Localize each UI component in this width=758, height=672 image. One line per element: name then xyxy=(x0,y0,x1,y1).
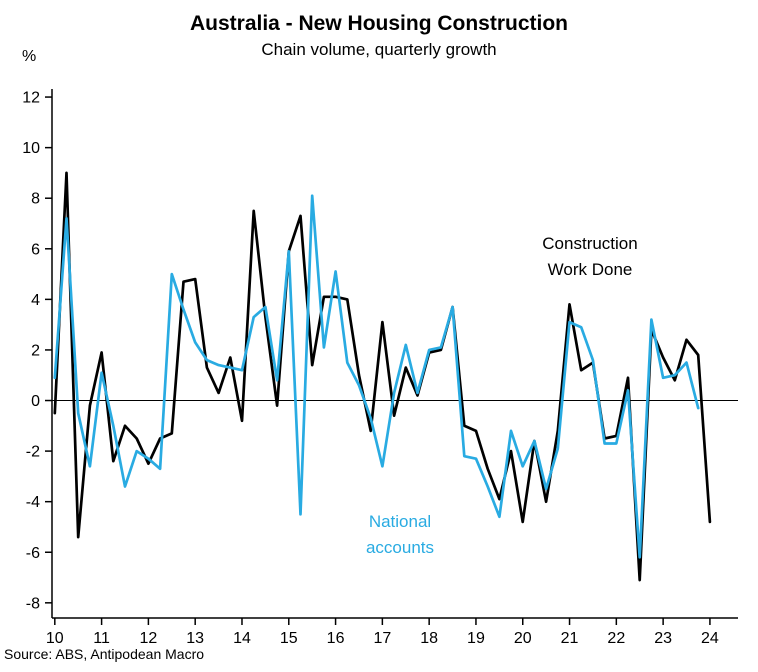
x-tick-label: 21 xyxy=(561,630,579,647)
y-tick-label: -2 xyxy=(26,444,40,461)
x-tick-label: 15 xyxy=(280,630,298,647)
x-tick-label: 16 xyxy=(327,630,345,647)
series-label-national-accounts: National accounts xyxy=(328,509,472,561)
y-tick-label: -8 xyxy=(26,595,40,612)
chart-title: Australia - New Housing Construction xyxy=(189,12,569,35)
series-label-line: accounts xyxy=(365,538,435,557)
x-tick-label: 19 xyxy=(467,630,485,647)
y-tick-label: 4 xyxy=(31,292,40,309)
chart-subtitle: Chain volume, quarterly growth xyxy=(261,40,497,59)
x-tick-label: 17 xyxy=(373,630,391,647)
series-label-line: Construction xyxy=(542,234,638,253)
x-tick-label: 12 xyxy=(139,630,157,647)
y-tick-label: 6 xyxy=(31,241,40,258)
y-tick-label: 2 xyxy=(31,342,40,359)
y-tick-label: 8 xyxy=(31,191,40,208)
source-note: Source: ABS, Antipodean Macro xyxy=(4,646,205,662)
series-line-national-accounts xyxy=(53,194,700,559)
x-tick-label: 11 xyxy=(93,630,110,647)
x-tick-label: 10 xyxy=(46,630,64,647)
y-tick-label: -4 xyxy=(26,494,40,511)
x-tick-label: 23 xyxy=(654,630,672,647)
y-tick-label: -6 xyxy=(26,545,40,562)
series-label-construction-work-done: Construction Work Done xyxy=(490,231,690,283)
x-tick-label: 20 xyxy=(514,630,532,647)
series-label-line: Work Done xyxy=(547,260,633,279)
y-tick-label: 12 xyxy=(22,90,40,107)
x-tick-label: 24 xyxy=(701,630,719,647)
y-tick-label: 10 xyxy=(22,140,40,157)
y-axis-unit-label: % xyxy=(22,48,37,65)
series-label-line: National xyxy=(368,512,432,531)
y-tick-label: 0 xyxy=(31,393,40,410)
x-tick-label: 13 xyxy=(186,630,204,647)
x-tick-label: 22 xyxy=(607,630,625,647)
x-tick-label: 14 xyxy=(233,630,251,647)
x-tick-label: 18 xyxy=(420,630,438,647)
